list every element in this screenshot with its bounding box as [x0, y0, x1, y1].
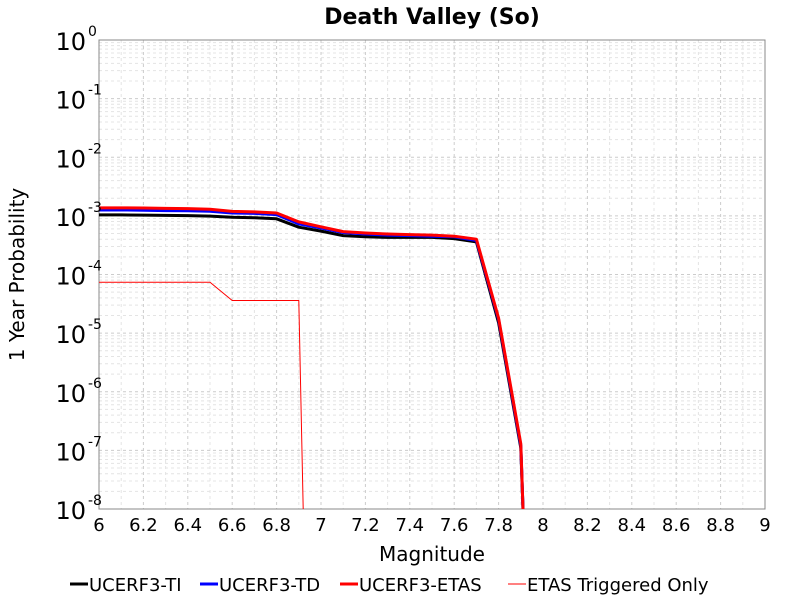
- y-tick-label: 10 -6: [55, 376, 102, 408]
- x-axis-ticks: 6 6.2 6.4 6.6 6.8 7 7.2 7.4 7.6 7.8 8 8.2 8.4 8.6 8.8 9: [93, 515, 770, 536]
- x-tick-label: 7.8: [484, 515, 513, 536]
- y-tick-base: 10: [55, 145, 86, 173]
- legend-item-ucerf3-ti: UCERF3-TI: [70, 575, 182, 596]
- x-tick-label: 6.8: [262, 515, 291, 536]
- x-tick-label: 8.4: [617, 515, 646, 536]
- y-tick-base: 10: [55, 497, 86, 525]
- y-tick-label: 10 -4: [55, 259, 102, 291]
- y-tick-label: 10 -3: [55, 200, 102, 232]
- x-tick-label: 7.2: [351, 515, 380, 536]
- y-tick-base: 10: [55, 28, 86, 56]
- x-tick-label: 7: [315, 515, 326, 536]
- series-line-ucerf3-ti: [99, 213, 525, 509]
- plot-area-border: [98, 39, 766, 510]
- y-tick-label: 10 -5: [55, 317, 102, 349]
- x-tick-label: 6.2: [129, 515, 158, 536]
- x-tick-label: 8.8: [706, 515, 735, 536]
- y-tick-exponent: 0: [88, 24, 97, 40]
- legend-label: UCERF3-TI: [89, 575, 182, 596]
- y-tick-exponent: -4: [88, 259, 102, 275]
- y-tick-base: 10: [55, 263, 86, 291]
- y-tick-exponent: -1: [88, 83, 102, 99]
- y-tick-label: 10 -2: [55, 141, 102, 173]
- y-tick-label: 10 -8: [55, 493, 102, 525]
- y-tick-base: 10: [55, 380, 86, 408]
- y-tick-exponent: -8: [88, 493, 102, 509]
- x-tick-label: 8.2: [573, 515, 602, 536]
- legend-item-ucerf3-etas: UCERF3-ETAS: [340, 575, 482, 596]
- y-tick-exponent: -3: [88, 200, 102, 216]
- x-tick-label: 6.4: [173, 515, 202, 536]
- series-line-ucerf3-etas: [99, 206, 525, 509]
- y-axis-label: 1 Year Probability: [5, 188, 29, 362]
- y-tick-label: 10 0: [55, 24, 96, 56]
- y-tick-label: 10 -1: [55, 83, 102, 115]
- y-tick-base: 10: [55, 204, 86, 232]
- series-line-etas-triggered-only: [99, 281, 304, 509]
- legend-label: UCERF3-ETAS: [359, 575, 482, 596]
- chart-title: Death Valley (So): [324, 5, 540, 30]
- y-tick-exponent: -5: [88, 317, 102, 333]
- x-tick-label: 8: [537, 515, 548, 536]
- y-tick-exponent: -6: [88, 376, 102, 392]
- y-tick-base: 10: [55, 321, 86, 349]
- y-tick-label: 10 -7: [55, 434, 102, 466]
- x-tick-label: 9: [759, 515, 770, 536]
- y-tick-exponent: -7: [88, 434, 102, 450]
- legend-item-ucerf3-td: UCERF3-TD: [200, 575, 320, 596]
- x-tick-label: 8.6: [662, 515, 691, 536]
- legend-label: ETAS Triggered Only: [527, 575, 709, 596]
- x-tick-label: 6.6: [218, 515, 247, 536]
- x-tick-label: 7.4: [395, 515, 424, 536]
- x-axis-label: Magnitude: [379, 542, 485, 566]
- y-tick-base: 10: [55, 438, 86, 466]
- legend-label: UCERF3-TD: [219, 575, 320, 596]
- series-line-ucerf3-td: [99, 208, 525, 509]
- x-tick-label: 7.6: [440, 515, 469, 536]
- y-tick-base: 10: [55, 87, 86, 115]
- x-tick-label: 6: [93, 515, 104, 536]
- series-layer: [99, 206, 525, 509]
- legend-item-etas-triggered-only: ETAS Triggered Only: [508, 575, 709, 596]
- y-tick-exponent: -2: [88, 141, 102, 157]
- legend: UCERF3-TI UCERF3-TD UCERF3-ETAS ETAS Trigge…: [70, 575, 709, 596]
